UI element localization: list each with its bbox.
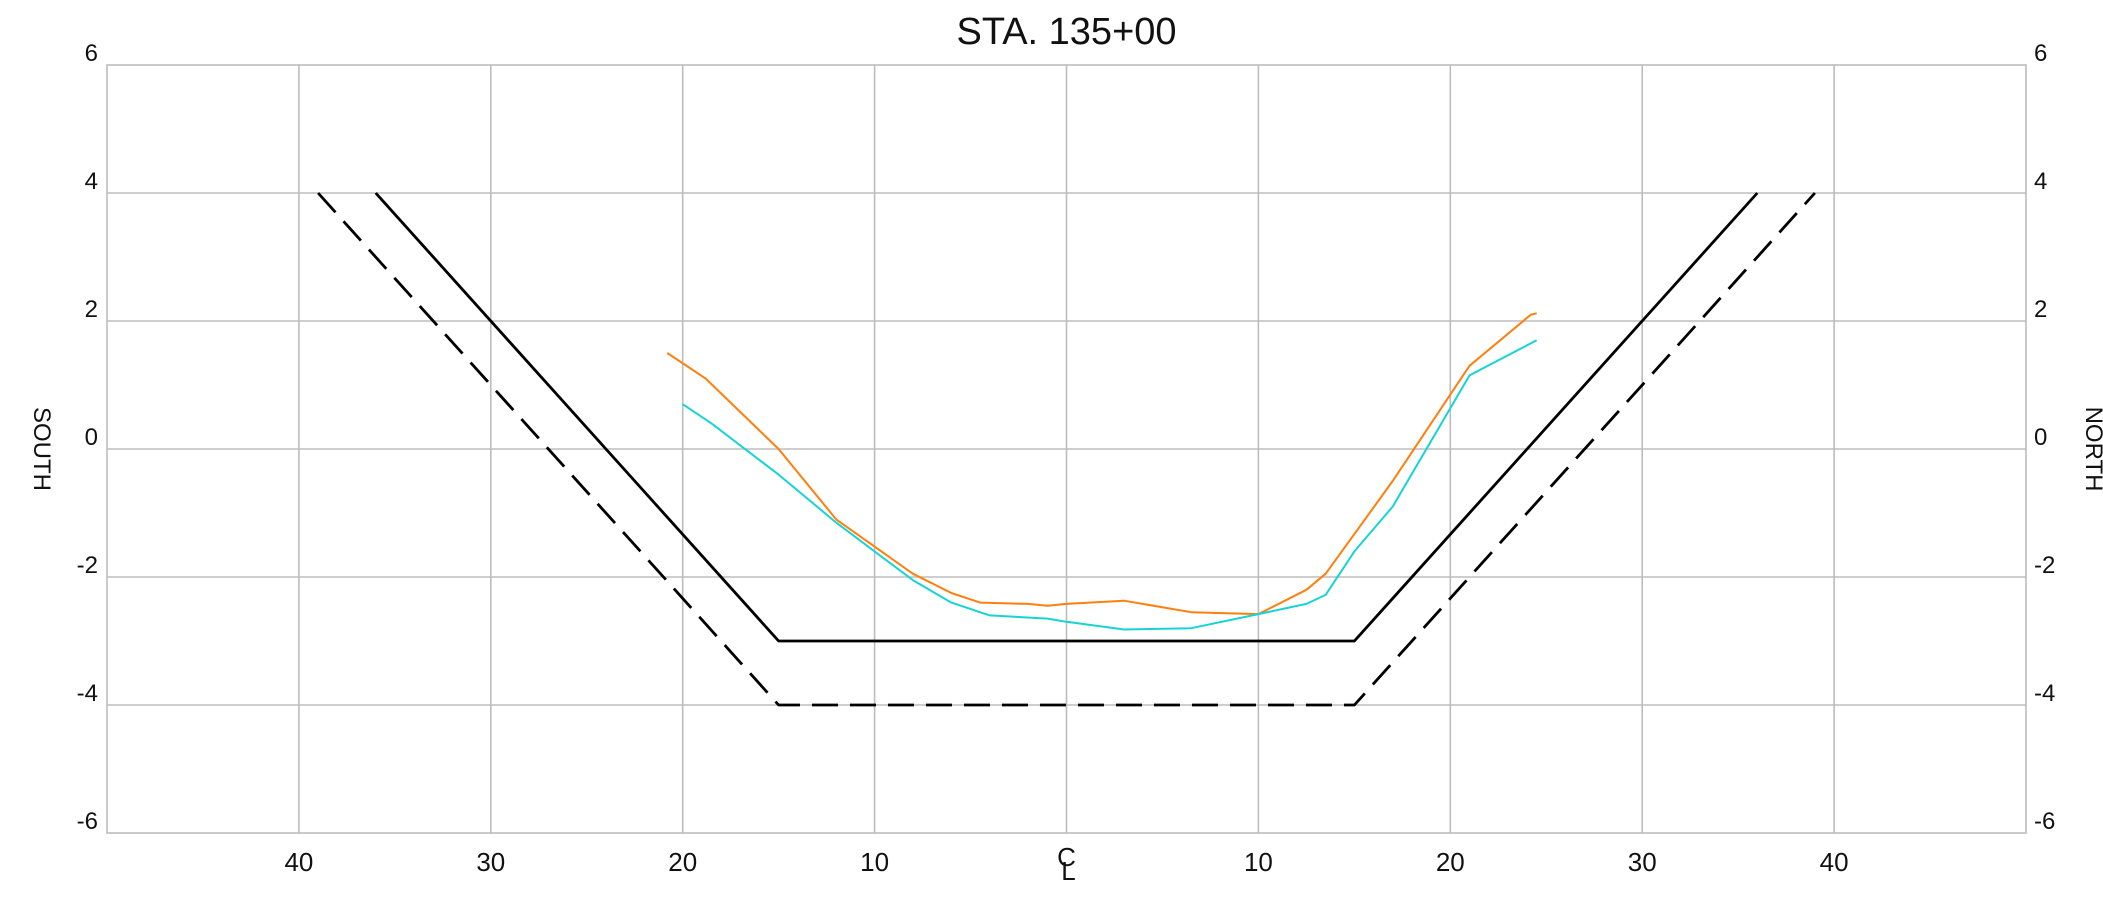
x-tick-label: 30 (1628, 847, 1657, 877)
y-tick-label-right: 0 (2034, 424, 2047, 451)
y-tick-label-left: 2 (85, 296, 98, 323)
y-tick-label-right: -6 (2034, 808, 2055, 835)
x-tick-label: 30 (476, 847, 505, 877)
y-tick-label-right: -2 (2034, 552, 2055, 579)
series-line-3 (666, 312, 1537, 616)
plot-frame (106, 64, 2027, 834)
x-tick-label: 10 (860, 847, 889, 877)
y-tick-label-right: -4 (2034, 680, 2055, 707)
series-line-2 (317, 192, 1816, 707)
centerline-label-lower: L (1061, 856, 1075, 886)
y-tick-label-left: 0 (85, 424, 98, 451)
tick-labels: 40 30 20 10 10 20 30 40 -6 -6 -4 -4 -2 -2 0 0 2 2 4 4 6 6 (77, 40, 2056, 877)
series-line-1 (374, 192, 1759, 643)
south-label: SOUTH (28, 407, 55, 491)
y-tick-label-right: 6 (2034, 40, 2047, 67)
grid (107, 65, 2026, 833)
centerline-label: C (1057, 842, 1076, 872)
x-tick-label: 20 (1436, 847, 1465, 877)
y-tick-label-left: -4 (77, 680, 98, 707)
x-tick-label: 20 (668, 847, 697, 877)
y-tick-label-left: 4 (85, 168, 98, 195)
x-tick-label: 40 (284, 847, 313, 877)
series-line-4 (682, 339, 1538, 631)
series-layer (317, 192, 1816, 707)
north-label: NORTH (2080, 407, 2103, 492)
y-tick-label-right: 4 (2034, 168, 2047, 195)
y-tick-label-right: 2 (2034, 296, 2047, 323)
y-tick-label-left: -2 (77, 552, 98, 579)
chart-title: STA. 135+00 (956, 11, 1176, 53)
x-tick-label: 40 (1820, 847, 1849, 877)
y-tick-label-left: 6 (85, 40, 98, 67)
y-tick-label-left: -6 (77, 808, 98, 835)
x-tick-label: 10 (1244, 847, 1273, 877)
